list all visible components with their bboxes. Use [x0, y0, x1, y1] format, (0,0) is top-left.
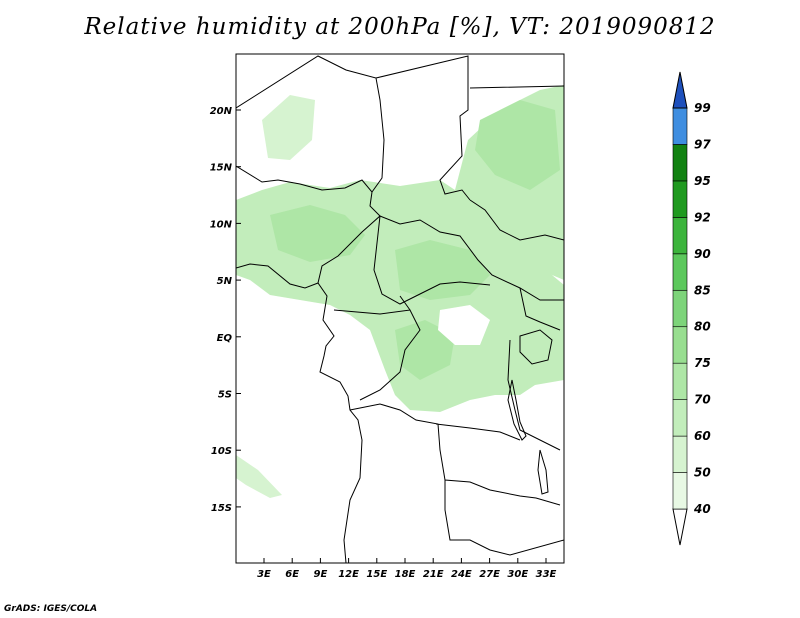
colorbar-box [672, 217, 688, 255]
border-lines-east [469, 85, 564, 451]
border-lines-north [236, 55, 471, 217]
longitude-axis: 3E 6E 9E 12E 15E 18E 21E 24E 27E 30E 33E [257, 558, 557, 580]
colorbar-level-label: 90 [694, 247, 711, 261]
lake-tanganyika [507, 379, 527, 441]
colorbar-lower-arrow [672, 508, 688, 546]
lon-tick-label: 24E [451, 569, 472, 580]
colorbar-level-label: 50 [694, 466, 711, 480]
colorbar-box [672, 253, 688, 291]
lake-victoria [519, 329, 553, 365]
colorbar-box [672, 144, 688, 182]
humidity-region-inner-2 [395, 240, 490, 300]
lon-tick-label: 12E [338, 569, 359, 580]
colorbar-legend: 40 50 60 70 75 80 85 90 92 95 97 99 [672, 71, 711, 546]
colorbar-box [672, 180, 688, 218]
lat-tick-label: EQ [217, 333, 233, 344]
colorbar-box [672, 399, 688, 437]
colorbar-level-label: 95 [694, 174, 711, 188]
country-borders [236, 55, 564, 563]
lon-tick-label: 6E [285, 569, 299, 580]
lat-tick-label: 15N [210, 163, 233, 174]
lon-tick-label: 15E [366, 569, 387, 580]
map-title: Relative humidity at 200hPa [%], VT: 201… [84, 14, 716, 40]
lat-tick-label: 5N [217, 276, 233, 287]
colorbar-box [672, 107, 688, 145]
colorbar-level-label: 97 [694, 137, 711, 151]
lat-tick-label: 15S [211, 503, 232, 514]
lon-tick-label: 30E [507, 569, 528, 580]
lat-tick-label: 10S [211, 446, 232, 457]
colorbar-level-label: 85 [694, 283, 711, 297]
lon-tick-label: 27E [479, 569, 500, 580]
humidity-region-northwest [262, 95, 315, 160]
humidity-region-inner-1 [270, 205, 365, 262]
coastline-west-africa [236, 263, 363, 563]
dry-gap-1 [438, 305, 490, 345]
lon-tick-label: 21E [423, 569, 444, 580]
latitude-axis: 20N 15N 10N 5N EQ 5S 10S 15S [210, 106, 241, 514]
lon-tick-label: 18E [395, 569, 416, 580]
humidity-region-inner-3 [475, 100, 560, 190]
colorbar-box [672, 435, 688, 473]
lat-tick-label: 5S [218, 390, 232, 401]
border-lines-south [349, 403, 564, 556]
dry-gap-2 [330, 325, 370, 360]
lon-tick-label: 3E [257, 569, 271, 580]
colorbar-level-label: 60 [694, 429, 711, 443]
colorbar-level-label: 80 [694, 320, 711, 334]
colorbar-box [672, 472, 688, 510]
colorbar-box [672, 326, 688, 364]
colorbar-level-label: 92 [694, 210, 711, 224]
colorbar-box [672, 362, 688, 400]
lat-tick-label: 10N [210, 219, 233, 230]
colorbar-level-label: 70 [694, 393, 711, 407]
map-plot-area: 3E 6E 9E 12E 15E 18E 21E 24E 27E 30E 33E 20N 15N 10N… [210, 53, 565, 580]
humidity-region-southwest [236, 455, 282, 498]
grads-credit: GrADS: IGES/COLA [4, 604, 98, 614]
plot-frame [235, 53, 565, 564]
lon-tick-label: 33E [536, 569, 557, 580]
humidity-fill-layer [236, 85, 564, 498]
colorbar-upper-arrow [672, 71, 688, 109]
colorbar-level-label: 40 [693, 502, 711, 516]
humidity-region-inner-4 [395, 320, 455, 380]
lon-tick-label: 9E [314, 569, 328, 580]
lat-tick-label: 20N [210, 106, 233, 117]
border-lines-central [317, 215, 564, 401]
colorbar-level-label: 99 [694, 101, 711, 115]
colorbar-box [672, 289, 688, 328]
colorbar-level-label: 75 [694, 356, 711, 370]
lake-malawi [537, 449, 549, 495]
